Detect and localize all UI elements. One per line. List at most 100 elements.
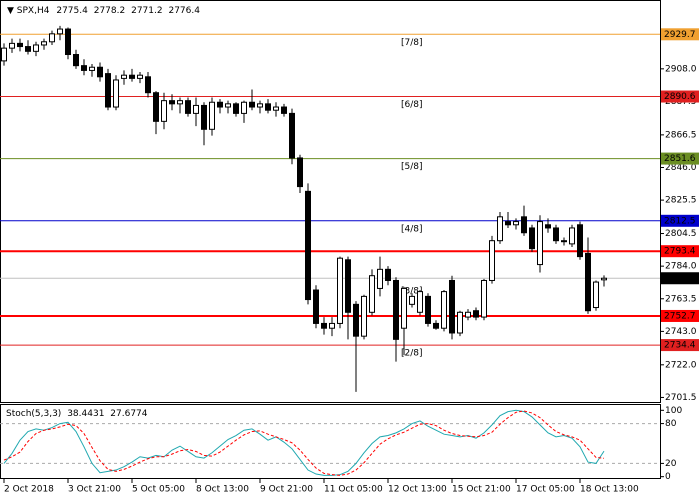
candle-body (361, 295, 367, 337)
y-tick-label: 0 (665, 472, 671, 482)
stoch-panel-frame (0, 404, 661, 479)
stoch-line (3, 409, 605, 476)
close-value: 2776.4 (168, 6, 200, 16)
x-tick-label: 17 Oct 05:00 (516, 485, 575, 495)
stoch-panel: 100 80 20 0 (0, 406, 682, 482)
candle-body (473, 310, 479, 318)
level-label: [6/8] (401, 100, 423, 110)
price-tag (661, 245, 699, 258)
level-label: [7/8] (401, 38, 423, 48)
candle-body (465, 311, 471, 318)
candle-body (441, 291, 447, 329)
candle-body (217, 101, 223, 108)
candle-body (257, 103, 263, 108)
x-tick-label: 12 Oct 13:00 (388, 485, 447, 495)
candle-body (281, 106, 287, 114)
candle-body (145, 76, 151, 94)
candle-body (273, 106, 279, 111)
x-tick-label: 18 Oct 13:00 (580, 485, 639, 495)
candle-body (529, 227, 535, 250)
candle-body (497, 216, 503, 242)
y-tick-label: 2846.0 (665, 163, 697, 173)
y-tick-label: 80 (665, 419, 677, 429)
candle-body (313, 289, 319, 324)
candle-body (353, 303, 359, 337)
candle-body (81, 65, 87, 71)
candle-body (369, 275, 375, 313)
price-tag-label: 2812.5 (664, 216, 696, 226)
candle-body (113, 79, 119, 108)
stoch-title: Stoch(5,3,3) (6, 409, 61, 419)
candle-body (289, 112, 295, 159)
y-tick-label: 2722.0 (665, 360, 697, 370)
candle-body (177, 100, 183, 105)
candle-body (321, 322, 327, 329)
candle-body (489, 240, 495, 281)
y-tick-label: 2784.0 (665, 262, 697, 272)
candle-body (9, 42, 15, 49)
low-value: 2771.2 (131, 6, 163, 16)
candle-body (97, 66, 103, 78)
candle-body (1, 47, 7, 62)
candle-body (241, 101, 247, 114)
candle-body (65, 28, 71, 56)
x-tick-label: 3 Oct 21:00 (68, 485, 121, 495)
candle-body (209, 101, 215, 130)
candle-body (57, 28, 63, 35)
candle-body (457, 311, 463, 334)
candle-body (89, 66, 95, 71)
candle-body (513, 221, 519, 226)
candle-body (601, 277, 607, 281)
candle-body (249, 101, 255, 108)
candle-body (233, 103, 239, 114)
y-tick-label: 2763.5 (665, 294, 697, 304)
candle-body (385, 268, 391, 281)
candle-body (521, 216, 527, 234)
y-tick-label: 2743.0 (665, 327, 697, 337)
candle-body (393, 279, 399, 340)
candle-body (305, 190, 311, 301)
candle-body (297, 157, 303, 188)
candle-body (201, 104, 207, 130)
chart-header: ▼ SPX,H4 2775.4 2778.2 2771.2 2776.4 (7, 6, 200, 16)
level-label: [2/8] (401, 349, 423, 359)
price-tag (661, 214, 699, 227)
candle-body (345, 259, 351, 313)
x-tick-label: 9 Oct 21:00 (260, 485, 313, 495)
candle-body (121, 74, 127, 79)
price-tag (661, 152, 699, 165)
y-tick-label: 2908.0 (665, 64, 697, 74)
candle-body (545, 224, 551, 229)
stoch-header: Stoch(5,3,3) 38.4431 27.6774 (6, 409, 148, 419)
price-tag-label: 2734.4 (664, 341, 696, 351)
candle-body (73, 54, 79, 67)
main-panel: 2908.02887.52866.52846.02825.52804.52784… (0, 25, 699, 403)
candle-body (129, 74, 135, 79)
price-tag-label: 2776.4 (664, 274, 696, 284)
y-tick-label: 2804.5 (665, 229, 697, 239)
candle-body (265, 103, 271, 111)
open-value: 2775.4 (56, 6, 88, 16)
price-tag-label: 2752.7 (664, 311, 696, 321)
level-label: [5/8] (401, 162, 423, 172)
price-tag-label: 2793.4 (664, 247, 696, 257)
candle-body (481, 279, 487, 318)
y-tick-label: 20 (665, 459, 677, 469)
price-tag (661, 272, 699, 285)
candle-body (49, 33, 55, 43)
stoch-signal-value: 27.6774 (110, 409, 147, 419)
candle-body (225, 103, 231, 108)
price-tag (661, 339, 699, 352)
level-label: [3/8] (401, 287, 423, 297)
x-tick-label: 5 Oct 05:00 (132, 485, 185, 495)
price-tag (661, 28, 699, 41)
x-tick-label: 8 Oct 13:00 (196, 485, 249, 495)
y-tick-label: 100 (665, 406, 682, 416)
candle-body (105, 73, 111, 108)
candle-body (337, 257, 343, 324)
x-tick-label: 11 Oct 05:00 (324, 485, 383, 495)
candle-body (17, 42, 23, 48)
symbol-name: SPX,H4 (17, 6, 50, 16)
candle-body (449, 279, 455, 334)
candle-body (409, 295, 415, 305)
